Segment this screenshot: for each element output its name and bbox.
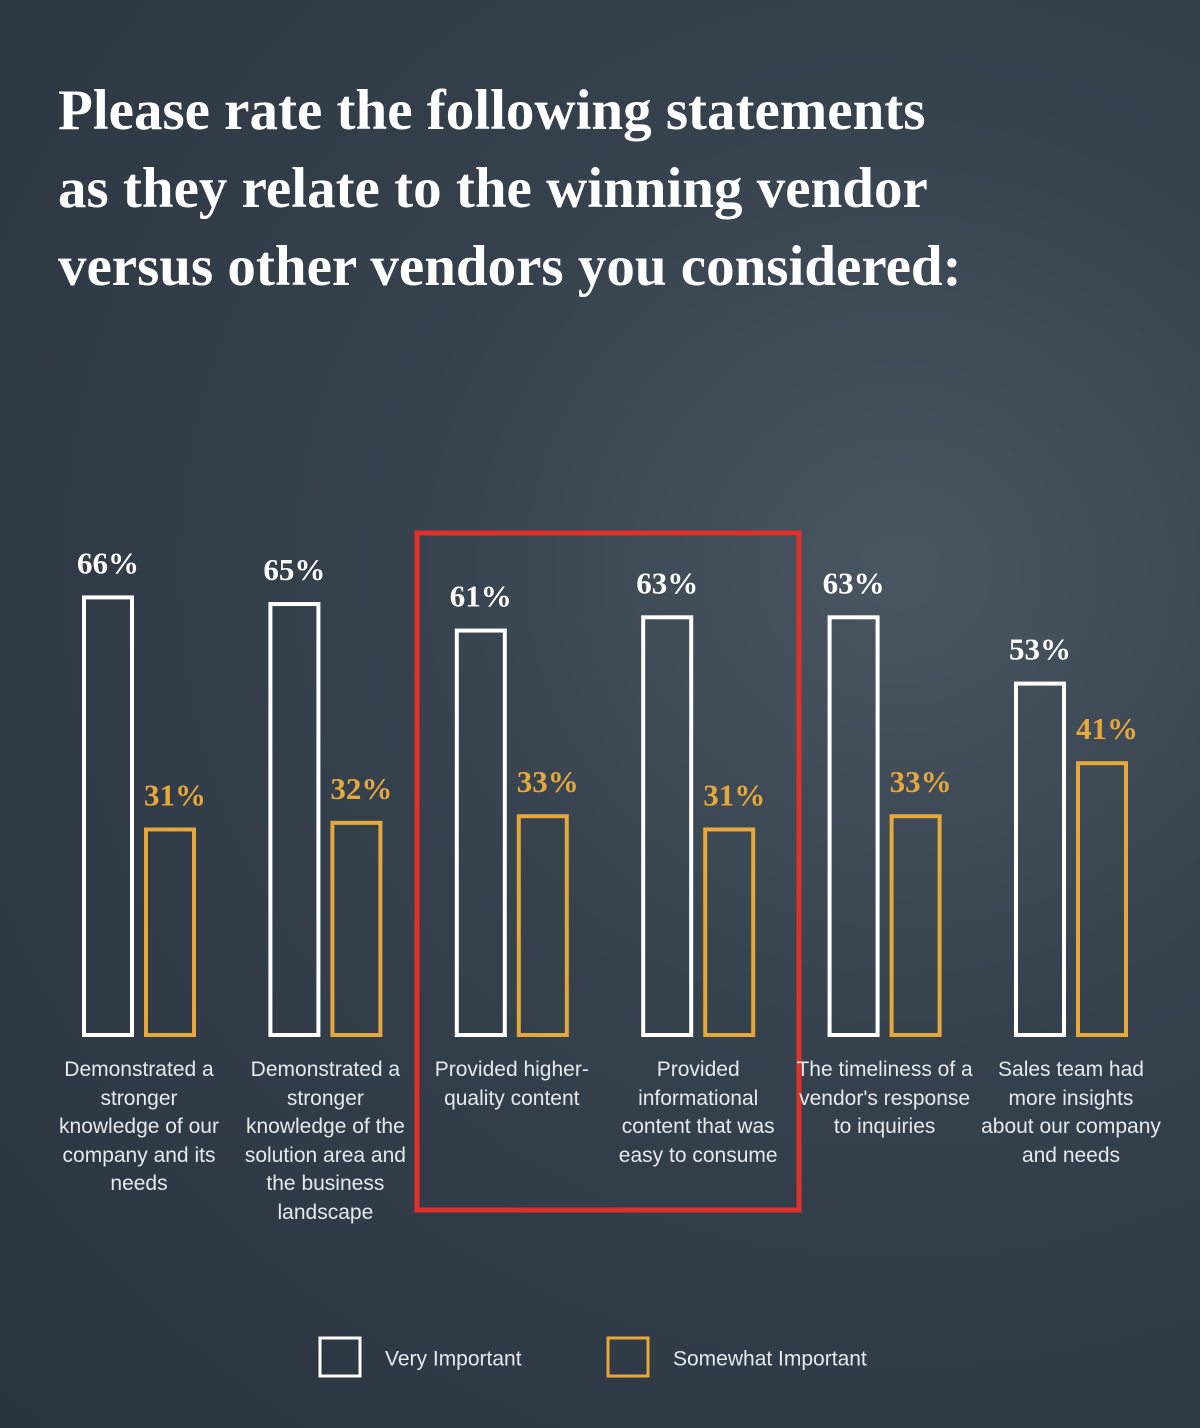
category-label: Provided informational content that was … <box>618 1058 778 1167</box>
value-label: 53% <box>1009 632 1071 667</box>
legend-swatch <box>318 1336 362 1378</box>
bar <box>703 827 756 1037</box>
value-label: 33% <box>517 764 579 799</box>
category-label: Provided higher-quality content <box>434 1058 589 1110</box>
bar <box>516 814 569 1038</box>
category-label: The timeliness of a vendor's response to… <box>796 1058 973 1138</box>
bar <box>1076 761 1128 1037</box>
category-label: Sales team had more insights about our c… <box>981 1058 1161 1167</box>
bar <box>82 595 134 1037</box>
category-label: Demonstrated a stronger knowledge of our… <box>59 1058 219 1195</box>
bar <box>889 814 942 1038</box>
value-label: 63% <box>823 565 885 600</box>
legend-label: Somewhat Important <box>673 1348 867 1371</box>
value-label: 41% <box>1076 711 1138 746</box>
bar <box>144 827 196 1037</box>
value-label: 33% <box>890 764 952 799</box>
chart-title: Please rate the following statements as … <box>58 79 962 298</box>
value-label: 66% <box>77 545 139 580</box>
value-label: 31% <box>144 777 206 812</box>
category-label: Demonstrated a stronger knowledge of the… <box>244 1058 406 1224</box>
bar <box>1014 681 1066 1037</box>
value-label: 32% <box>330 771 392 806</box>
value-label: 61% <box>450 579 512 614</box>
bar <box>330 820 383 1038</box>
bar <box>827 615 880 1037</box>
legend-label: Very Important <box>385 1348 522 1371</box>
legend-swatch <box>606 1336 650 1378</box>
highlight-box <box>414 530 802 1213</box>
value-label: 31% <box>703 777 765 812</box>
bar <box>641 615 694 1037</box>
value-label: 63% <box>636 565 698 600</box>
bar <box>268 602 321 1037</box>
value-label: 65% <box>263 552 325 587</box>
bar <box>454 628 507 1037</box>
